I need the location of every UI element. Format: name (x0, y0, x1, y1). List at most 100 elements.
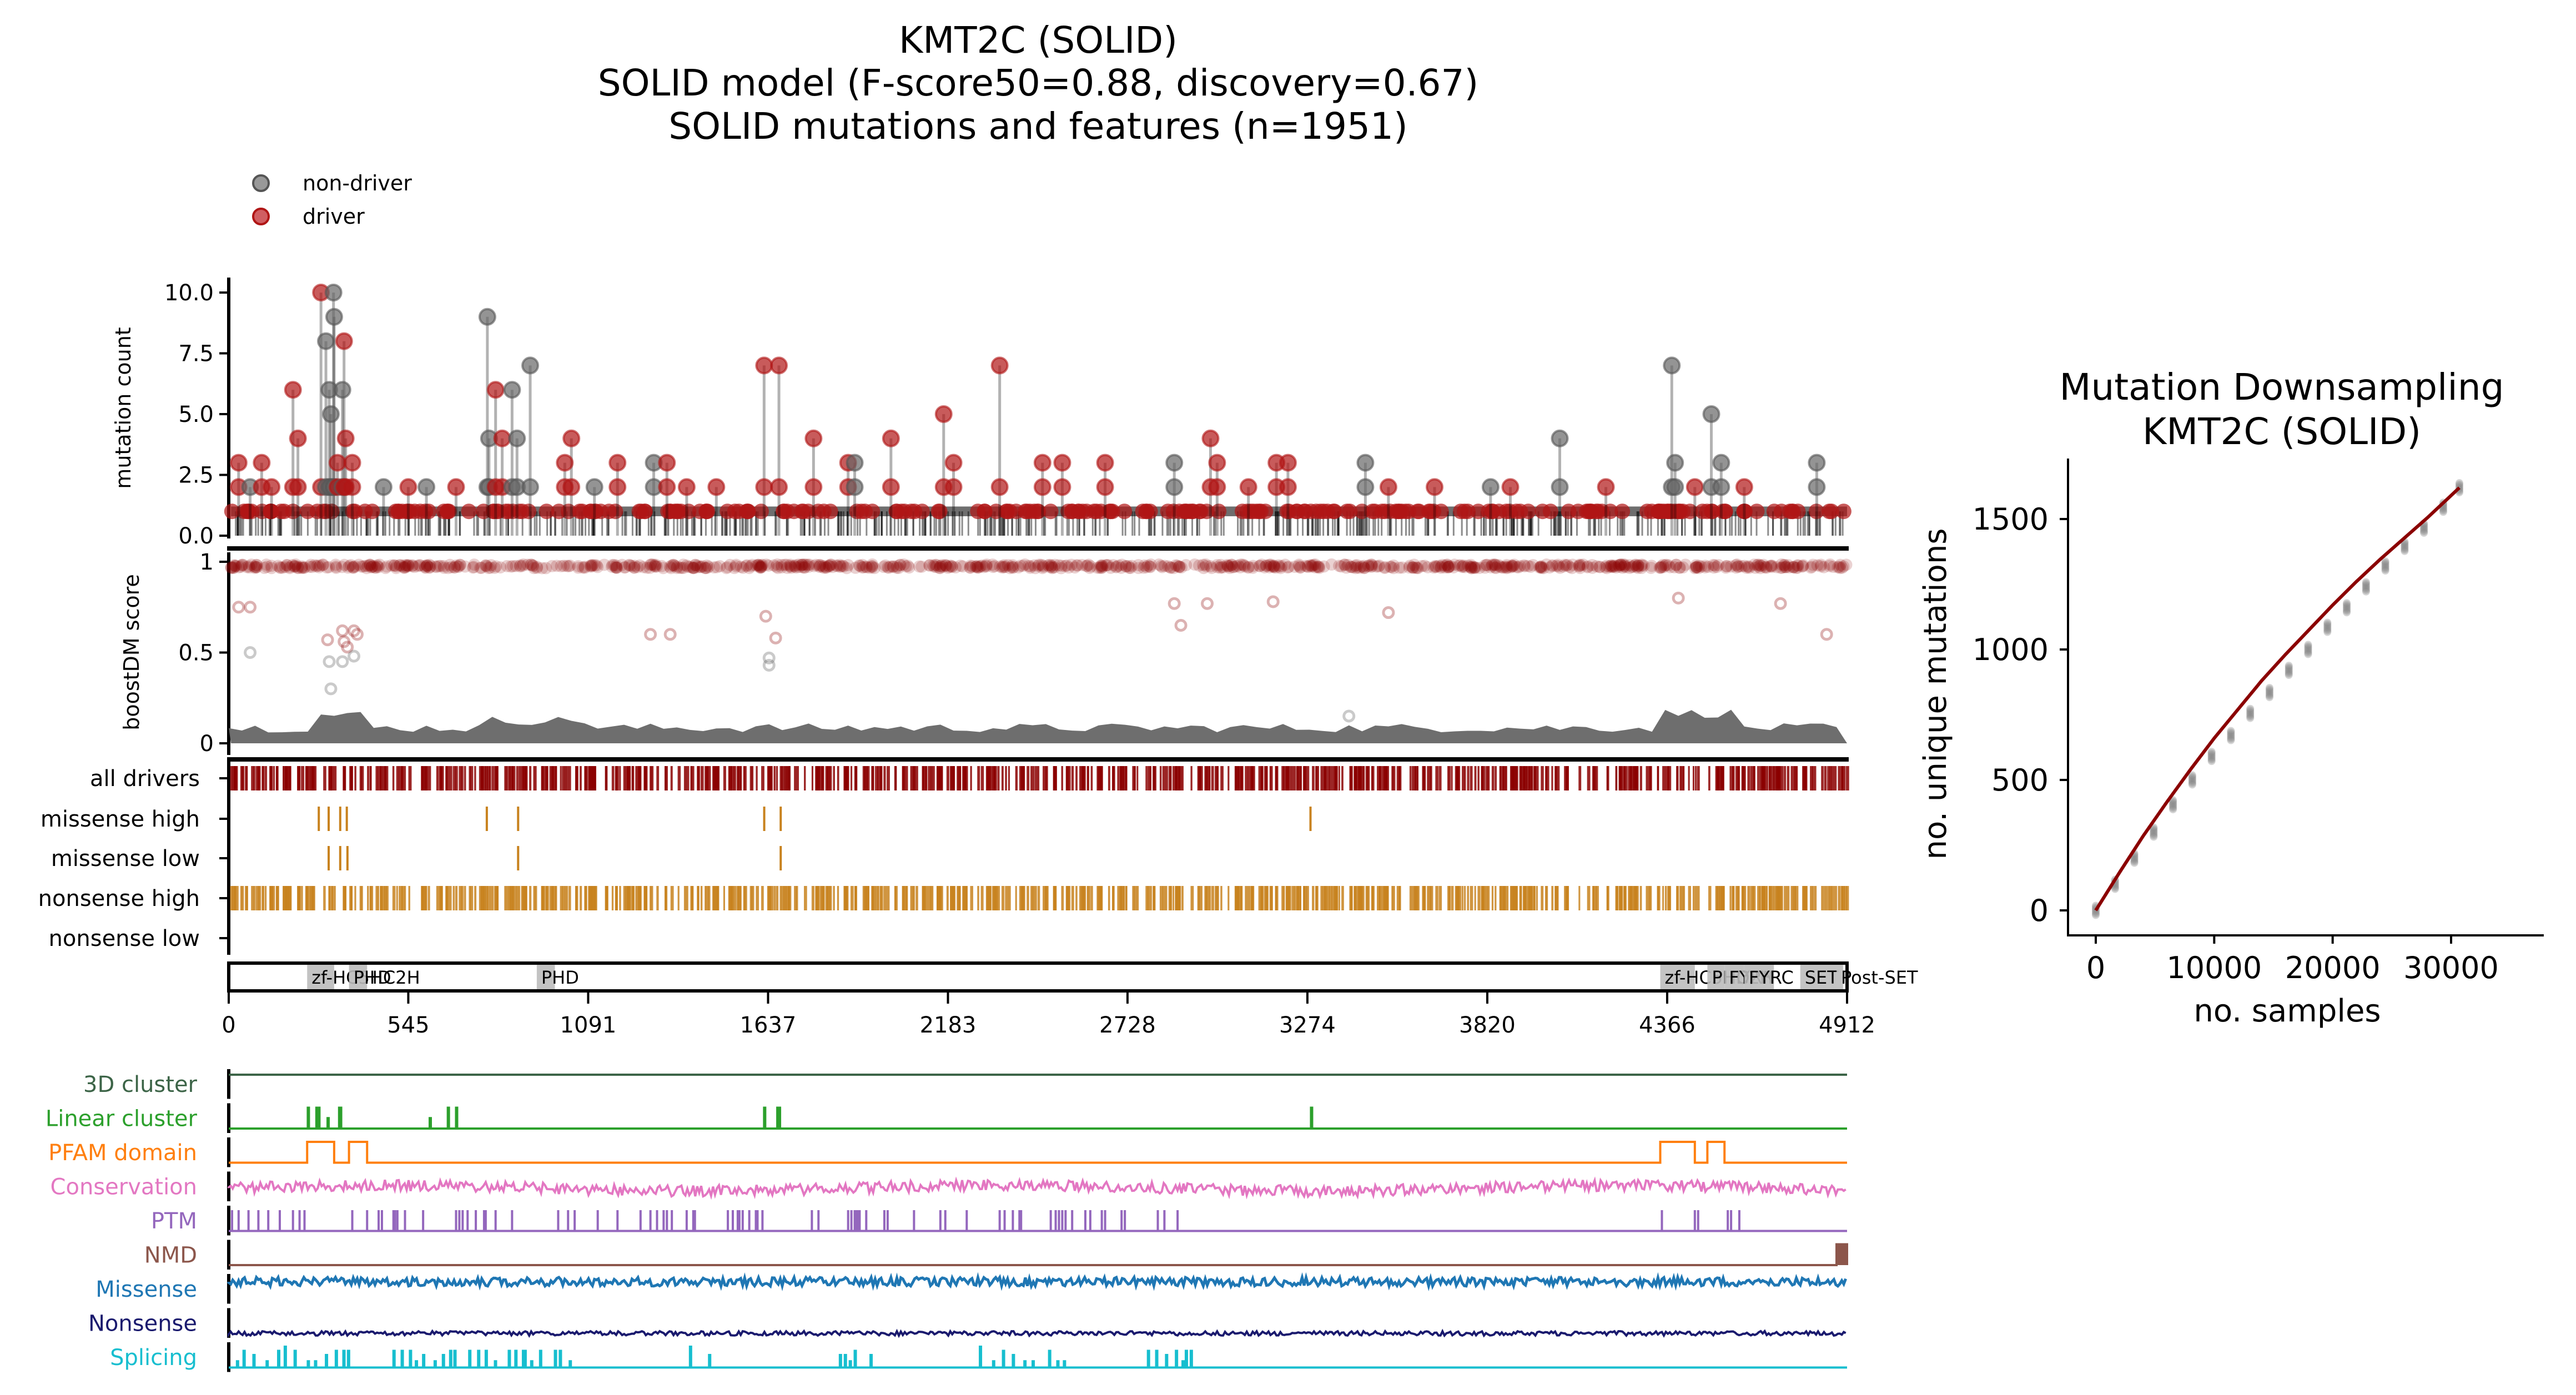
boostdm-driver-point (1448, 558, 1461, 571)
boostdm-driver-point (467, 561, 480, 573)
boostdm-driver-point (1760, 561, 1773, 574)
nonsense-high-mark (980, 886, 984, 910)
all-drivers-mark (912, 766, 915, 790)
boostdm-driver-point (1045, 559, 1058, 572)
boostdm-driver-point (1055, 560, 1068, 572)
boostdm-driver-point (1095, 562, 1108, 575)
boostdm-driver-point (368, 560, 380, 572)
all-drivers-mark (650, 766, 652, 790)
all-drivers-mark (1747, 766, 1750, 790)
boostdm-driver-point (939, 559, 952, 572)
boostdm-driver-point (723, 558, 736, 571)
boostdm-driver-point (884, 560, 897, 573)
all-drivers-mark (1361, 766, 1364, 790)
all-drivers-mark (821, 766, 824, 790)
lollipop-background-head (1101, 503, 1118, 520)
boostdm-driver-point (585, 559, 598, 572)
all-drivers-mark (505, 766, 508, 790)
boostdm-driver-point (997, 560, 1009, 573)
boostdm-driver-point (1743, 561, 1755, 574)
boostdm-driver-point (619, 561, 632, 573)
nonsense-high-mark (1304, 886, 1307, 910)
all-drivers-mark (1287, 766, 1289, 790)
missense-low-mark (779, 846, 782, 870)
boostdm-driver-point (751, 558, 764, 571)
all-drivers-mark (273, 766, 275, 790)
boostdm-driver-point (437, 561, 450, 574)
nonsense-high-mark (847, 886, 849, 910)
boostdm-driver-point (728, 562, 741, 575)
all-drivers-mark (1071, 766, 1074, 790)
boostdm-driver-point (399, 558, 412, 571)
boostdm-driver-point (771, 558, 784, 571)
all-drivers-mark (615, 766, 618, 790)
all-drivers-mark (297, 766, 299, 790)
boostdm-driver-point (1272, 559, 1285, 572)
boostdm-driver-point (1535, 561, 1548, 573)
nonsense-high-mark (1320, 886, 1323, 910)
all-drivers-mark (1636, 766, 1639, 790)
boostdm-driver-point (648, 559, 661, 572)
nonsense-high-mark (705, 886, 709, 910)
boostdm-driver-point (336, 561, 349, 573)
boostdm-driver-point (1814, 560, 1827, 573)
downsampling-point (2265, 684, 2273, 692)
boostdm-driver-point (1662, 559, 1675, 572)
nonsense-high-mark (1054, 886, 1056, 910)
lollipop-background-head (607, 503, 623, 520)
nonsense-high-mark (460, 886, 464, 910)
boostdm-driver-point (802, 560, 815, 573)
boostdm-driver-point (1107, 559, 1120, 572)
all-drivers-mark (591, 766, 595, 790)
lollipop-head-driver (1033, 478, 1051, 496)
all-drivers-mark (1351, 766, 1353, 790)
boostdm-driver-point (536, 562, 549, 575)
nonsense-high-mark (877, 886, 880, 910)
all-drivers-mark (309, 766, 311, 790)
lollipop-head-driver (804, 478, 823, 496)
boostdm-driver-point (527, 562, 540, 575)
boostdm-driver-point (734, 561, 747, 573)
downsampling-point (2169, 802, 2177, 810)
lollipop-yticks: 0.02.55.07.510.0 (164, 280, 229, 549)
nonsense-high-mark (1648, 886, 1651, 910)
boostdm-driver-point (1770, 561, 1783, 573)
downsampling-point (2343, 602, 2351, 610)
all-drivers-mark (1522, 766, 1526, 790)
boostdm-driver-point (1465, 558, 1477, 571)
boostdm-driver-point (1702, 561, 1714, 573)
boostdm-driver-point (729, 558, 742, 571)
boostdm-driver-point (1522, 560, 1534, 572)
nonsense-high-mark (1657, 886, 1661, 910)
feature-track-splicing: Splicing (110, 1342, 1847, 1372)
nonsense-high-mark (1606, 886, 1609, 910)
downsampling-point (2169, 805, 2177, 814)
boostdm-driver-point (323, 561, 335, 573)
boostdm-driver-point (1366, 560, 1378, 572)
boostdm-driver-point (1468, 561, 1481, 573)
lollipop-head-driver (447, 478, 465, 496)
all-drivers-mark (1303, 766, 1306, 790)
lollipop-background-head (345, 503, 361, 520)
boostdm-driver-point (1110, 561, 1123, 573)
boostdm-driver-point (444, 558, 456, 571)
boostdm-driver-point (1301, 560, 1314, 573)
all-drivers-mark (1750, 766, 1753, 790)
boostdm-driver-point (1231, 559, 1244, 572)
domain-label: PHD (354, 967, 391, 988)
boostdm-driver-point (506, 560, 519, 572)
boostdm-ytick-label: 1 (200, 550, 214, 575)
boostdm-driver-point (1036, 562, 1049, 575)
boostdm-driver-point (1441, 559, 1454, 572)
nonsense-high-mark (783, 886, 786, 910)
boostdm-driver-point (402, 558, 415, 571)
boostdm-driver-point (767, 559, 780, 572)
boostdm-driver-outlier (232, 601, 245, 614)
all-drivers-mark (459, 766, 462, 790)
boostdm-driver-point (1267, 559, 1280, 572)
boostdm-driver-point (1660, 558, 1673, 571)
boostdm-driver-point (1205, 562, 1218, 575)
nonsense-high-mark (1147, 886, 1150, 910)
all-drivers-mark (1281, 766, 1285, 790)
lollipop-head-non-driver (325, 308, 343, 326)
